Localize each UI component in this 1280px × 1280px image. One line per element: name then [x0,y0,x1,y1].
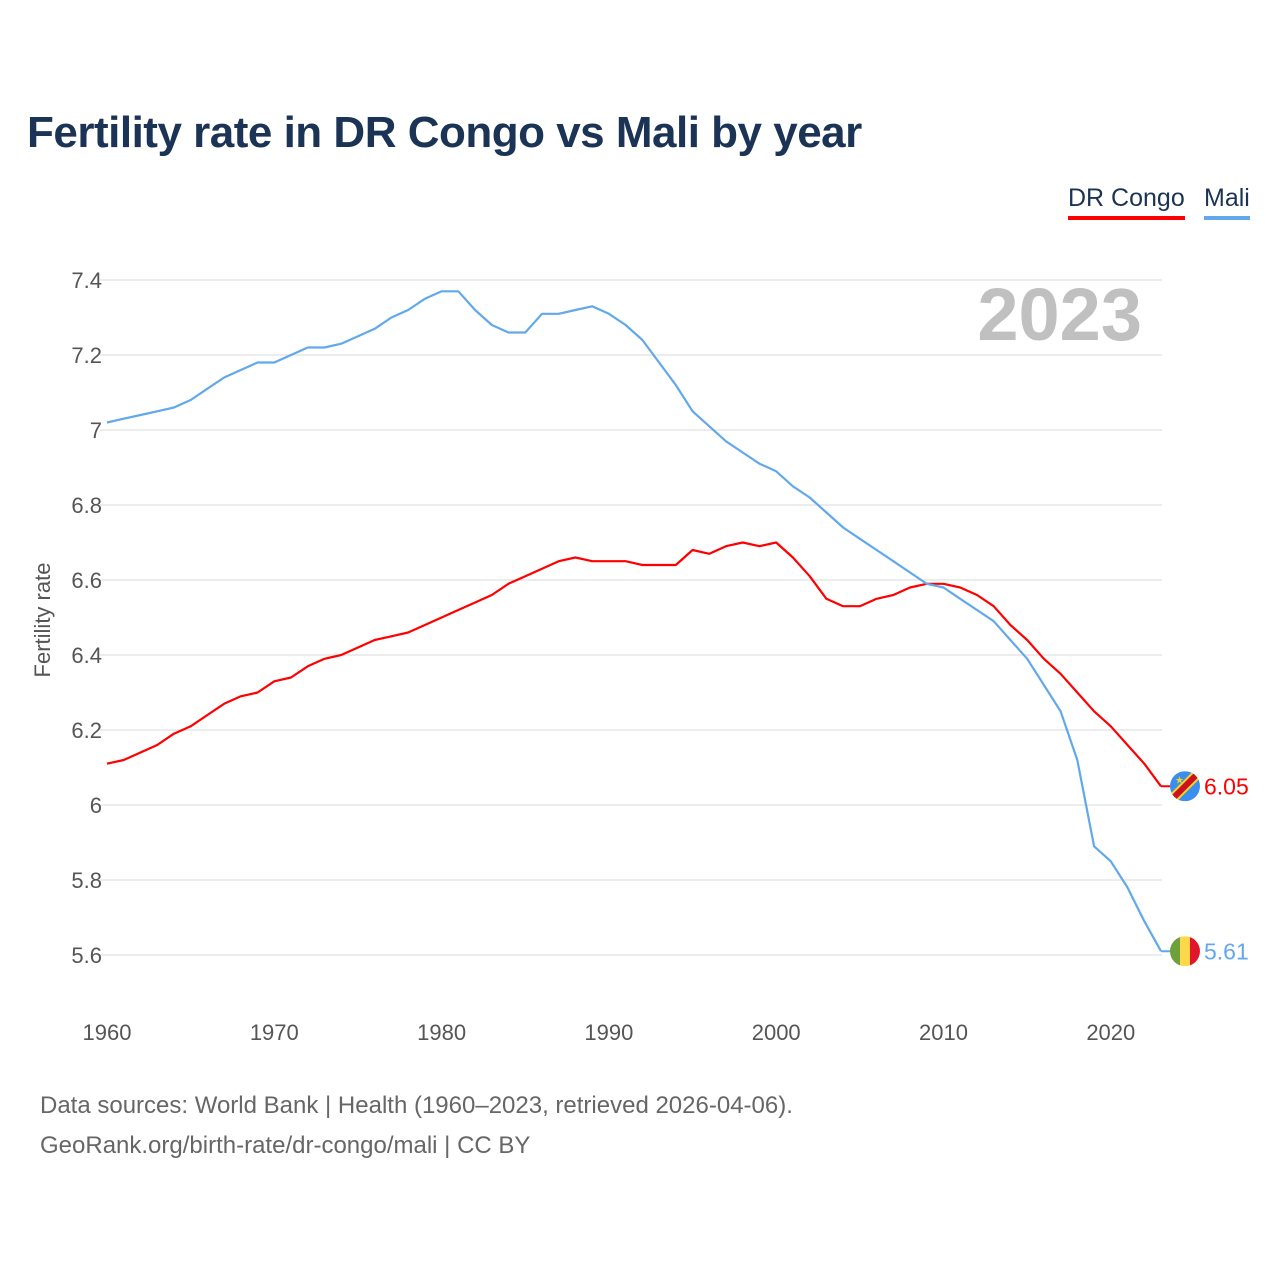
mali-flag-icon [1169,936,1200,967]
y-axis-label: Fertility rate [30,563,55,678]
end-value-label: 6.05 [1204,773,1249,799]
x-tick-label: 1980 [417,1020,466,1045]
y-tick-label: 7.4 [71,268,102,293]
y-tick-label: 6.6 [71,568,102,593]
end-value-label: 5.61 [1204,938,1249,964]
data-source-text: Data sources: World Bank | Health (1960–… [40,1092,793,1119]
y-tick-label: 5.8 [71,868,102,893]
chart-title: Fertility rate in DR Congo vs Mali by ye… [27,108,862,157]
y-tick-label: 6.8 [71,493,102,518]
x-tick-label: 1970 [250,1020,299,1045]
y-tick-label: 6.2 [71,718,102,743]
svg-text:★: ★ [1175,775,1184,786]
x-tick-label: 2010 [919,1020,968,1045]
y-tick-label: 6.4 [71,643,102,668]
x-tick-label: 2000 [752,1020,801,1045]
attribution-link[interactable]: GeoRank.org/birth-rate/dr-congo/mali | C… [40,1132,531,1159]
legend-mali[interactable]: Mali [1204,184,1250,220]
year-label: 2023 [977,273,1142,356]
y-tick-label: 6 [90,793,102,818]
x-tick-label: 1990 [584,1020,633,1045]
series-line-dr-congo [106,541,1162,787]
y-tick-label: 7.2 [71,343,102,368]
y-tick-label: 5.6 [71,943,102,968]
x-tick-label: 1960 [83,1020,132,1045]
dr-congo-flag-icon: ★ [1169,771,1200,802]
footer: Data sources: World Bank | Health (1960–… [40,1086,793,1166]
legend-dr-congo[interactable]: DR Congo [1068,184,1185,220]
series-line-mali [106,290,1162,952]
y-tick-label: 7 [90,418,102,443]
x-tick-label: 2020 [1086,1020,1135,1045]
